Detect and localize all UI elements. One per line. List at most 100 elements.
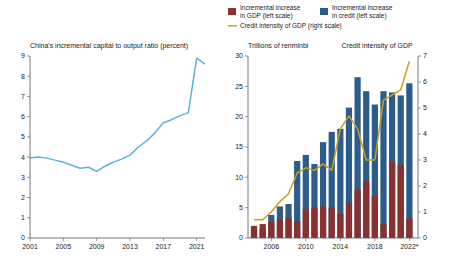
bar xyxy=(398,165,404,238)
bar xyxy=(380,224,386,238)
tick-label: 4 xyxy=(21,154,25,161)
tick-label: 7 xyxy=(21,93,25,100)
bar xyxy=(251,226,257,238)
tick-label: 5 xyxy=(423,104,427,111)
tick-label: 2017 xyxy=(156,243,172,250)
tick xyxy=(418,238,421,239)
tick-label: 1 xyxy=(21,214,25,221)
bar xyxy=(354,189,360,238)
bar xyxy=(311,164,317,238)
bar xyxy=(389,162,395,238)
tick xyxy=(418,82,421,83)
title: China's incremental capital to output ra… xyxy=(30,42,188,50)
legend-symbol xyxy=(228,25,237,27)
bar xyxy=(363,91,369,238)
bar xyxy=(372,196,378,238)
tick xyxy=(340,238,341,241)
tick xyxy=(271,238,272,241)
tick xyxy=(27,238,30,239)
bar xyxy=(285,218,291,238)
legend-label: Incremental increasein credit (left scal… xyxy=(332,4,393,20)
y-axis xyxy=(30,56,31,238)
legend: Incremental increasein GDP (left scale) I… xyxy=(228,4,393,30)
line xyxy=(254,61,409,220)
tick xyxy=(27,217,30,218)
tick-label: 2022* xyxy=(400,243,419,250)
bar xyxy=(303,209,309,238)
tick-label: 2005 xyxy=(56,243,72,250)
tick-label: 0 xyxy=(423,234,427,241)
tick xyxy=(245,207,248,208)
tick xyxy=(163,238,164,241)
tick xyxy=(245,238,248,239)
tick xyxy=(130,238,131,241)
bar xyxy=(337,129,343,238)
tick-label: 2009 xyxy=(89,243,105,250)
panel: China's incremental capital to output ra… xyxy=(21,42,205,250)
tick-label: 5 xyxy=(21,133,25,140)
bar xyxy=(320,206,326,238)
bar xyxy=(354,77,360,238)
tick-label: 3 xyxy=(21,174,25,181)
bar xyxy=(346,108,352,238)
tick-label: 2014 xyxy=(333,243,349,250)
tick xyxy=(27,157,30,158)
tick-label: 0 xyxy=(21,234,25,241)
legend-label: Incremental increasein GDP (left scale) xyxy=(240,4,301,20)
bar xyxy=(372,105,378,238)
tick xyxy=(63,238,64,241)
plot-area xyxy=(251,61,413,238)
bar xyxy=(406,83,412,238)
bar xyxy=(268,222,274,238)
axis-label: Credit intensity of GDP xyxy=(342,42,414,50)
tick-label: 2021 xyxy=(189,243,205,250)
tick xyxy=(96,238,97,241)
tick xyxy=(374,238,375,241)
tick-label: 2 xyxy=(21,194,25,201)
tick xyxy=(245,177,248,178)
bar xyxy=(268,215,274,238)
tick xyxy=(27,177,30,178)
tick xyxy=(418,56,421,57)
tick xyxy=(196,238,197,241)
tick xyxy=(305,238,306,241)
tick xyxy=(418,108,421,109)
bar xyxy=(363,182,369,238)
bar xyxy=(346,203,352,238)
tick-label: 20 xyxy=(235,113,243,120)
tick-label: 1 xyxy=(423,208,427,215)
tick-label: 2001 xyxy=(22,243,38,250)
tick xyxy=(418,186,421,187)
tick xyxy=(418,134,421,135)
bar xyxy=(398,95,404,238)
bar xyxy=(277,206,283,238)
plot-area xyxy=(30,58,205,171)
tick xyxy=(27,197,30,198)
tick-label: 5 xyxy=(239,204,243,211)
bar xyxy=(277,219,283,238)
tick-label: 6 xyxy=(21,113,25,120)
tick-label: 4 xyxy=(423,130,427,137)
tick-label: 2018 xyxy=(367,243,383,250)
x-axis xyxy=(30,238,205,239)
legend-symbol xyxy=(320,8,328,15)
bar xyxy=(260,224,266,238)
tick-label: 10 xyxy=(235,174,243,181)
tick-label: 6 xyxy=(423,78,427,85)
tick-label: 2010 xyxy=(298,243,314,250)
tick xyxy=(27,56,30,57)
bar xyxy=(406,219,412,238)
tick-label: 2013 xyxy=(122,243,138,250)
tick-label: 0 xyxy=(239,234,243,241)
x-axis xyxy=(248,238,418,239)
bar xyxy=(285,204,291,238)
tick xyxy=(27,116,30,117)
tick-label: 25 xyxy=(235,83,243,90)
tick xyxy=(418,212,421,213)
tick xyxy=(245,86,248,87)
bar xyxy=(294,221,300,238)
legend-symbol xyxy=(228,8,236,15)
line xyxy=(30,58,205,171)
bar xyxy=(329,208,335,238)
axis-label: Trillions of renminbi xyxy=(248,42,309,49)
